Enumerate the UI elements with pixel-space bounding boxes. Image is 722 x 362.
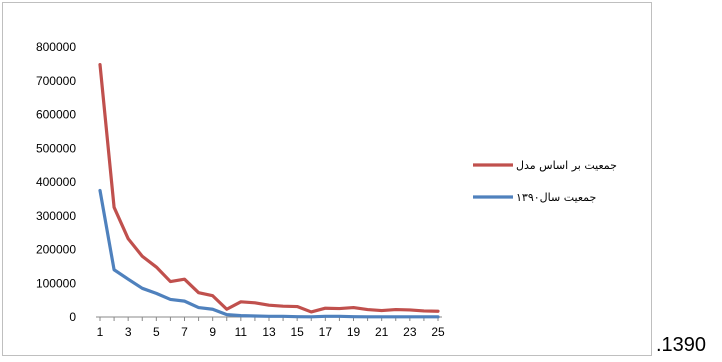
trailing-text: .1390 bbox=[656, 334, 707, 356]
x-tick-label: 5 bbox=[153, 325, 160, 339]
legend-label-1: جمعیت بر اساس مدل bbox=[516, 159, 617, 172]
y-tick-label: 600000 bbox=[36, 108, 76, 122]
x-tick-label: 7 bbox=[181, 325, 188, 339]
x-axis-ticks: 1 3 5 7 9 11 13 15 17 19 21 23 25 bbox=[97, 317, 445, 339]
y-tick-label: 400000 bbox=[36, 175, 76, 189]
x-tick-label: 13 bbox=[262, 325, 276, 339]
y-tick-label: 700000 bbox=[36, 74, 76, 88]
series-line-2 bbox=[98, 188, 440, 319]
x-tick-label: 25 bbox=[431, 325, 445, 339]
series-lines bbox=[98, 62, 440, 319]
line-chart: 0 100000 200000 300000 400000 500000 600000 700… bbox=[36, 40, 617, 339]
x-tick-label: 9 bbox=[209, 325, 216, 339]
y-tick-label: 500000 bbox=[36, 141, 76, 155]
y-tick-label: 0 bbox=[69, 310, 76, 324]
x-tick-label: 15 bbox=[290, 325, 304, 339]
series-line-1 bbox=[98, 62, 440, 314]
x-tick-label: 11 bbox=[235, 325, 248, 339]
x-tick-label: 23 bbox=[403, 325, 417, 339]
x-tick-label: 1 bbox=[97, 325, 104, 339]
x-tick-label: 3 bbox=[125, 325, 132, 339]
y-tick-label: 800000 bbox=[36, 40, 76, 54]
x-tick-label: 21 bbox=[375, 325, 389, 339]
y-tick-label: 300000 bbox=[36, 209, 76, 223]
chart-frame: 0 100000 200000 300000 400000 500000 600000 700… bbox=[2, 2, 652, 356]
legend: جمعیت بر اساس مدل جمعیت سال۱۳۹۰ bbox=[473, 159, 617, 204]
y-tick-label: 200000 bbox=[36, 243, 76, 257]
y-axis-ticks: 0 100000 200000 300000 400000 500000 600000 700… bbox=[36, 40, 76, 324]
x-tick-label: 17 bbox=[319, 325, 333, 339]
y-tick-label: 100000 bbox=[36, 276, 76, 290]
x-tick-label: 19 bbox=[347, 325, 361, 339]
legend-label-2: جمعیت سال۱۳۹۰ bbox=[516, 191, 596, 204]
